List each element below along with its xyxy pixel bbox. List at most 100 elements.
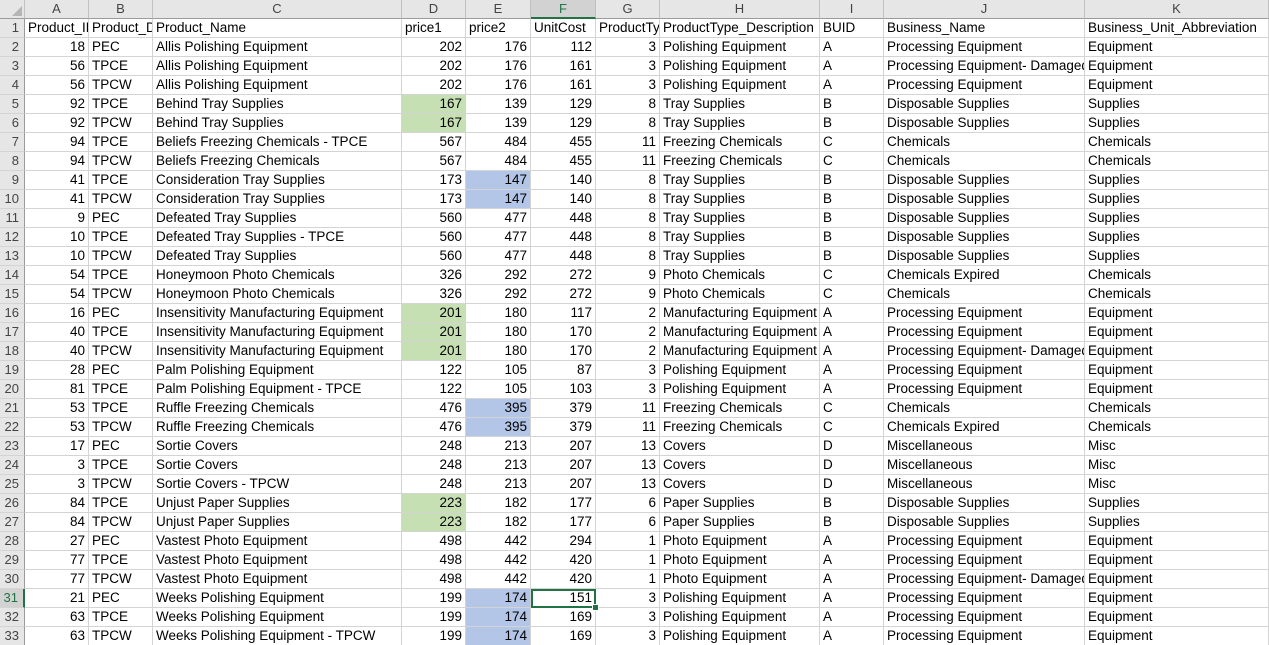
table-cell[interactable]: 140 (531, 190, 596, 209)
table-cell[interactable]: Processing Equipment- Damaged (884, 570, 1085, 589)
table-cell[interactable]: Miscellaneous (884, 475, 1085, 494)
table-cell[interactable]: 442 (466, 570, 531, 589)
table-cell[interactable]: 199 (402, 608, 466, 627)
table-cell[interactable]: 395 (466, 418, 531, 437)
table-cell[interactable]: 448 (531, 209, 596, 228)
table-cell[interactable]: 272 (531, 266, 596, 285)
table-cell[interactable]: 207 (531, 475, 596, 494)
table-cell[interactable]: Beliefs Freezing Chemicals - TPCE (153, 133, 402, 152)
table-cell[interactable]: Chemicals (1085, 285, 1269, 304)
table-cell[interactable]: 173 (402, 190, 466, 209)
table-cell[interactable]: 3 (596, 380, 660, 399)
table-cell[interactable]: Unjust Paper Supplies (153, 494, 402, 513)
table-cell[interactable]: 292 (466, 266, 531, 285)
table-cell[interactable]: 3 (596, 589, 660, 608)
table-cell[interactable]: PEC (89, 589, 153, 608)
table-cell[interactable]: Vastest Photo Equipment (153, 532, 402, 551)
table-cell[interactable]: 448 (531, 228, 596, 247)
table-cell[interactable]: 41 (25, 190, 89, 209)
table-cell[interactable]: 3 (596, 361, 660, 380)
table-cell[interactable]: 180 (466, 342, 531, 361)
table-cell[interactable]: Palm Polishing Equipment (153, 361, 402, 380)
table-cell[interactable]: TPCW (89, 570, 153, 589)
table-cell[interactable]: 3 (25, 456, 89, 475)
column-title-cell[interactable]: Product_Name (153, 19, 402, 38)
table-cell[interactable]: Defeated Tray Supplies (153, 247, 402, 266)
table-cell[interactable]: Sortie Covers - TPCW (153, 475, 402, 494)
row-number[interactable]: 32 (0, 608, 25, 627)
table-cell[interactable]: 10 (25, 247, 89, 266)
table-cell[interactable]: TPCW (89, 190, 153, 209)
table-cell[interactable]: 498 (402, 570, 466, 589)
table-cell[interactable]: A (820, 532, 884, 551)
table-cell[interactable]: 567 (402, 133, 466, 152)
table-cell[interactable]: Equipment (1085, 589, 1269, 608)
table-cell[interactable]: 8 (596, 95, 660, 114)
table-cell[interactable]: TPCE (89, 95, 153, 114)
table-cell[interactable]: TPCW (89, 152, 153, 171)
table-cell[interactable]: Weeks Polishing Equipment - TPCW (153, 627, 402, 645)
table-cell[interactable]: 223 (402, 494, 466, 513)
table-cell[interactable]: D (820, 475, 884, 494)
table-cell[interactable]: 201 (402, 304, 466, 323)
row-number[interactable]: 20 (0, 380, 25, 399)
table-cell[interactable]: Freezing Chemicals (660, 399, 820, 418)
table-cell[interactable]: 560 (402, 228, 466, 247)
row-number[interactable]: 26 (0, 494, 25, 513)
table-cell[interactable]: 180 (466, 304, 531, 323)
table-cell[interactable]: Chemicals Expired (884, 418, 1085, 437)
table-cell[interactable]: TPCE (89, 171, 153, 190)
table-cell[interactable]: 161 (531, 76, 596, 95)
table-cell[interactable]: 40 (25, 342, 89, 361)
column-title-cell[interactable]: BUID (820, 19, 884, 38)
table-cell[interactable]: Equipment (1085, 57, 1269, 76)
table-cell[interactable]: 140 (531, 171, 596, 190)
table-cell[interactable]: A (820, 551, 884, 570)
table-cell[interactable]: Disposable Supplies (884, 209, 1085, 228)
row-number[interactable]: 16 (0, 304, 25, 323)
table-cell[interactable]: 498 (402, 532, 466, 551)
table-cell[interactable]: TPCW (89, 285, 153, 304)
column-header-c[interactable]: C (153, 0, 402, 19)
table-cell[interactable]: 484 (466, 152, 531, 171)
table-cell[interactable]: 54 (25, 266, 89, 285)
table-cell[interactable]: 223 (402, 513, 466, 532)
table-cell[interactable]: 2 (596, 323, 660, 342)
table-cell[interactable]: Supplies (1085, 209, 1269, 228)
table-cell[interactable]: Polishing Equipment (660, 380, 820, 399)
table-cell[interactable]: 213 (466, 437, 531, 456)
table-cell[interactable]: 199 (402, 627, 466, 645)
table-cell[interactable]: C (820, 399, 884, 418)
table-cell[interactable]: Processing Equipment (884, 304, 1085, 323)
table-cell[interactable]: Disposable Supplies (884, 513, 1085, 532)
table-cell[interactable]: PEC (89, 437, 153, 456)
table-cell[interactable]: 484 (466, 133, 531, 152)
table-cell[interactable]: Disposable Supplies (884, 494, 1085, 513)
table-cell[interactable]: TPCE (89, 133, 153, 152)
table-cell[interactable]: 182 (466, 494, 531, 513)
column-header-a[interactable]: A (25, 0, 89, 19)
row-number[interactable]: 27 (0, 513, 25, 532)
table-cell[interactable]: A (820, 380, 884, 399)
table-cell[interactable]: Polishing Equipment (660, 627, 820, 645)
table-cell[interactable]: A (820, 57, 884, 76)
table-cell[interactable]: 3 (596, 627, 660, 645)
table-cell[interactable]: 56 (25, 76, 89, 95)
table-cell[interactable]: 9 (596, 266, 660, 285)
table-cell[interactable]: 248 (402, 475, 466, 494)
table-cell[interactable]: Paper Supplies (660, 513, 820, 532)
row-number[interactable]: 5 (0, 95, 25, 114)
column-title-cell[interactable]: price1 (402, 19, 466, 38)
table-cell[interactable]: Processing Equipment (884, 551, 1085, 570)
table-cell[interactable]: Covers (660, 456, 820, 475)
table-cell[interactable]: 105 (466, 380, 531, 399)
table-cell[interactable]: Processing Equipment (884, 532, 1085, 551)
table-cell[interactable]: Consideration Tray Supplies (153, 171, 402, 190)
table-cell[interactable]: 176 (466, 76, 531, 95)
table-cell[interactable]: 103 (531, 380, 596, 399)
table-cell[interactable]: 17 (25, 437, 89, 456)
table-cell[interactable]: 169 (531, 608, 596, 627)
table-cell[interactable]: 129 (531, 95, 596, 114)
table-cell[interactable]: 3 (25, 475, 89, 494)
table-cell[interactable]: 8 (596, 190, 660, 209)
